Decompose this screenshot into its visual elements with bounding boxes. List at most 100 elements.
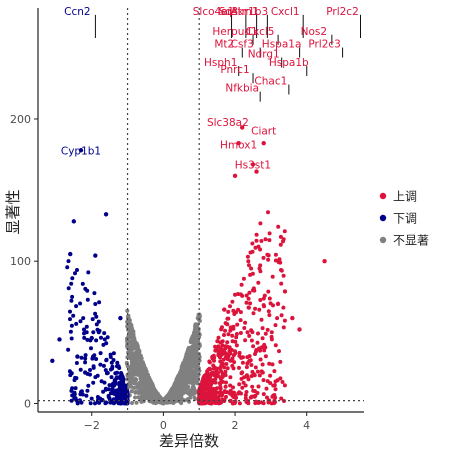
point-down-regulated <box>70 276 75 281</box>
point-not-significant <box>181 397 185 402</box>
point-down-regulated <box>103 401 108 406</box>
point-up-regulated <box>263 354 268 359</box>
point-up-regulated <box>279 313 284 318</box>
point-not-significant <box>177 375 182 380</box>
point-down-regulated <box>106 387 111 392</box>
point-up-regulated <box>261 255 266 260</box>
point-down-regulated <box>75 354 80 359</box>
significant-points <box>50 125 327 406</box>
point-up-regulated <box>237 365 241 370</box>
point-up-regulated <box>281 239 285 244</box>
point-up-regulated <box>258 247 263 252</box>
point-up-regulated <box>230 363 235 368</box>
gene-label: Hsph1 <box>204 57 237 69</box>
gene-label: Slc38a2 <box>207 117 249 129</box>
point-down-regulated <box>109 399 114 404</box>
point-up-regulated <box>243 338 248 343</box>
point-up-regulated <box>220 371 225 376</box>
gene-label: Ndrg1 <box>248 49 280 61</box>
point-not-significant <box>197 368 202 373</box>
point-down-regulated <box>84 324 89 329</box>
point-up-regulated <box>245 361 250 366</box>
point-up-regulated <box>223 373 228 378</box>
point-up-regulated <box>224 394 228 399</box>
point-up-regulated <box>238 292 243 297</box>
point-down-regulated <box>86 270 91 275</box>
label-connectors <box>94 14 362 102</box>
point-up-regulated <box>282 318 287 323</box>
point-up-regulated <box>199 382 204 387</box>
point-not-significant <box>146 377 151 381</box>
point-not-significant <box>134 400 139 405</box>
point-up-regulated <box>272 369 277 374</box>
point-up-regulated <box>241 276 246 281</box>
point-up-regulated <box>269 334 274 339</box>
point-up-regulated <box>261 303 266 308</box>
point-up-regulated <box>268 381 273 385</box>
point-not-significant <box>146 392 151 397</box>
point-up-regulated <box>237 382 242 387</box>
point-not-significant <box>194 324 199 329</box>
point-up-regulated <box>223 328 227 333</box>
point-down-regulated <box>93 401 97 406</box>
point-not-significant <box>186 384 191 389</box>
point-up-regulated <box>252 372 256 377</box>
point-up-regulated <box>233 351 238 356</box>
point-down-regulated <box>73 271 77 276</box>
point-up-regulated <box>263 237 268 242</box>
point-up-regulated <box>261 392 266 397</box>
point-not-significant <box>144 381 149 386</box>
point-up-regulated <box>256 384 261 389</box>
point-up-regulated <box>208 392 213 397</box>
point-up-regulated <box>239 371 244 376</box>
gene-label: Nos2 <box>301 26 327 38</box>
point-up-regulated <box>279 268 283 272</box>
gene-label: Nfkbia <box>225 83 259 95</box>
point-not-significant <box>143 389 147 394</box>
gene-label: Cyp1b1 <box>61 145 101 157</box>
gene-label: Sqstm1 <box>219 6 259 18</box>
gene-label: Herpud1 <box>212 26 257 38</box>
point-up-regulated <box>275 301 281 307</box>
point-down-regulated <box>70 294 75 299</box>
point-not-significant <box>188 347 193 352</box>
point-up-regulated <box>238 318 243 323</box>
point-up-regulated <box>273 323 278 328</box>
point-down-regulated <box>123 383 128 388</box>
point-not-significant <box>129 384 134 389</box>
point-up-regulated <box>230 393 235 398</box>
point-down-regulated <box>118 315 123 321</box>
point-down-regulated <box>88 401 93 406</box>
point-not-significant <box>193 397 198 401</box>
point-down-regulated <box>66 347 71 352</box>
point-up-regulated <box>263 345 268 350</box>
point-down-regulated <box>85 388 90 393</box>
point-up-regulated <box>261 296 266 301</box>
point-up-regulated <box>234 332 239 336</box>
point-down-regulated <box>106 395 111 400</box>
point-down-regulated <box>115 370 120 375</box>
point-not-significant <box>153 391 158 396</box>
point-up-regulated <box>260 336 265 341</box>
point-down-regulated <box>117 366 122 370</box>
point-down-regulated <box>83 360 88 365</box>
point-not-significant <box>131 329 136 334</box>
point-not-significant <box>130 401 134 405</box>
point-down-regulated <box>81 316 86 321</box>
point-up-regulated <box>240 385 245 390</box>
point-down-regulated <box>90 317 95 322</box>
point-up-regulated <box>216 335 221 340</box>
point-down-regulated <box>115 360 120 365</box>
point-not-significant <box>129 367 134 372</box>
gene-label: Hs3st1 <box>235 159 271 171</box>
gene-label: Mt2 <box>214 39 234 51</box>
point-not-significant <box>147 380 152 385</box>
point-down-regulated <box>68 309 72 314</box>
point-up-regulated <box>245 330 250 335</box>
point-up-regulated <box>254 169 259 174</box>
point-up-regulated <box>247 290 252 295</box>
point-not-significant <box>186 353 191 358</box>
point-up-regulated <box>281 305 286 310</box>
point-up-regulated <box>245 374 250 379</box>
point-not-significant <box>188 367 193 372</box>
